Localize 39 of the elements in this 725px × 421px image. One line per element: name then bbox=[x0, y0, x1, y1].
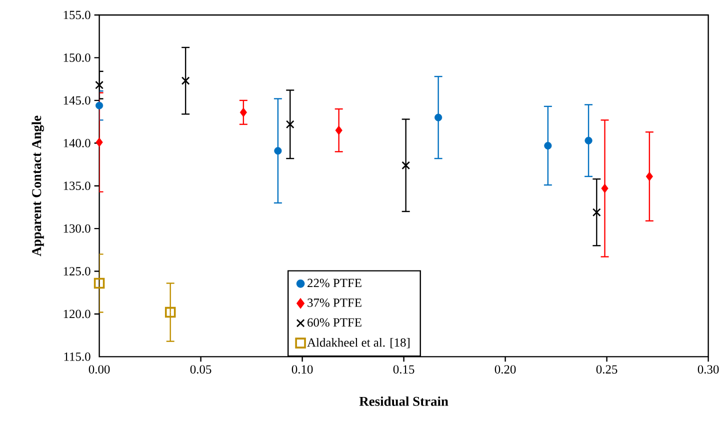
y-tick-label: 120.0 bbox=[64, 310, 90, 318]
y-tick-label: 130.0 bbox=[64, 224, 90, 233]
y-tick-label: 115.0 bbox=[64, 352, 90, 361]
point bbox=[335, 126, 342, 136]
y-axis-title: Apparent Contact Angle bbox=[32, 116, 44, 256]
point bbox=[95, 80, 104, 90]
y-tick-label: 145.0 bbox=[64, 96, 90, 105]
point bbox=[434, 114, 442, 122]
point bbox=[402, 161, 410, 170]
legend-label: Aldakheel et al. [18] bbox=[307, 338, 410, 348]
x-tick-label: 0.00 bbox=[88, 365, 110, 374]
x-axis-title: Residual Strain bbox=[359, 396, 448, 406]
point bbox=[646, 172, 653, 182]
legend-label: 22% PTFE bbox=[308, 278, 362, 288]
point bbox=[96, 138, 103, 147]
point bbox=[240, 108, 247, 118]
point bbox=[286, 120, 294, 129]
y-tick-label: 155.0 bbox=[64, 10, 90, 20]
x-tick-label: 0.15 bbox=[393, 365, 414, 374]
point bbox=[181, 76, 190, 85]
point bbox=[592, 208, 601, 217]
x-tick-label: 0.30 bbox=[698, 365, 719, 374]
legend-label: 37% PTFE bbox=[308, 298, 362, 307]
point bbox=[544, 142, 552, 150]
y-tick-label: 135.0 bbox=[64, 182, 90, 190]
legend-label: 60% PTFE bbox=[308, 318, 362, 327]
point bbox=[274, 147, 282, 155]
point bbox=[601, 184, 608, 194]
y-tick-label: 150.0 bbox=[64, 53, 90, 62]
y-tick-label: 125.0 bbox=[64, 267, 90, 276]
x-tick-label: 0.10 bbox=[292, 365, 313, 374]
y-tick-label: 140.0 bbox=[64, 138, 90, 148]
x-tick-label: 0.05 bbox=[190, 365, 212, 374]
point bbox=[96, 102, 104, 110]
point bbox=[164, 306, 176, 318]
x-tick-label: 0.25 bbox=[596, 365, 618, 374]
point bbox=[94, 278, 105, 289]
point bbox=[584, 136, 592, 144]
x-tick-label: 0.20 bbox=[494, 365, 516, 374]
